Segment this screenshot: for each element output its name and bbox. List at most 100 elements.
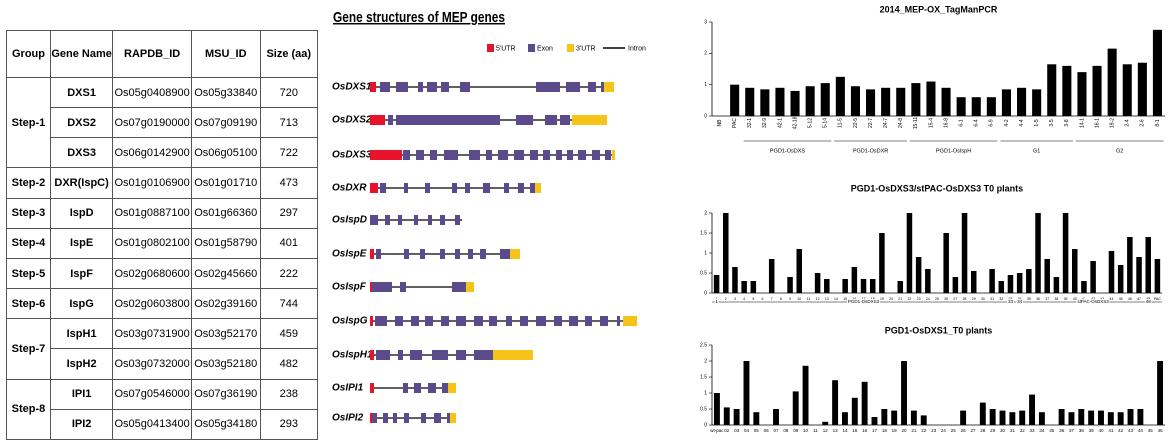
exon — [460, 82, 470, 92]
bar — [822, 421, 829, 425]
x-tick-label: 32 — [999, 297, 1003, 301]
bar — [1035, 213, 1041, 293]
exon — [370, 215, 378, 225]
x-tick-label: 29 — [972, 297, 976, 301]
x-tick-label: 11-5 — [838, 118, 844, 128]
exon — [403, 383, 408, 393]
bar — [1136, 257, 1142, 293]
x-tick-label: 24 — [941, 428, 947, 433]
x-tick-label: PAC — [1154, 297, 1161, 301]
gene-table: Group Gene Name RAPDB_ID MSU_ID Size (aa) Ste… — [6, 30, 319, 441]
x-tick-label: 15-11 — [913, 117, 919, 130]
exon — [500, 249, 510, 259]
utr — [535, 183, 541, 193]
x-tick-label: 41 — [1082, 297, 1086, 301]
exon — [420, 249, 425, 259]
y-tick-label: 1.5 — [700, 374, 707, 380]
x-tick-label: 18 — [882, 428, 888, 433]
bar — [881, 87, 891, 116]
x-tick-label: 24-8 — [898, 118, 904, 128]
exon — [428, 215, 432, 225]
bar — [896, 87, 906, 116]
bar — [1117, 412, 1124, 425]
exon — [398, 215, 402, 225]
bar — [1062, 65, 1072, 116]
group-label: stPAC-OsDXS3 — [1077, 299, 1109, 304]
table-cell: 473 — [259, 167, 319, 199]
utr — [493, 350, 533, 360]
exon — [447, 413, 450, 423]
group-label: 34 — [1017, 299, 1023, 304]
exon — [404, 183, 408, 193]
x-tick-label: NB — [717, 119, 723, 127]
chart-title: PGD1-OsDXS3/stPAC-OsDXS3 T0 plants — [851, 183, 1023, 193]
table-row: Step-2 DXR(IspC) Os01g0106900 Os01g01710 473 — [6, 167, 319, 199]
x-tick-label: 6-1 — [958, 119, 964, 126]
table-cell: Os06g05100 — [190, 137, 261, 169]
bar — [1081, 281, 1087, 293]
bar — [911, 83, 921, 116]
bar — [835, 76, 845, 116]
x-tick-label: 43 — [1128, 428, 1134, 433]
table-cell: IspG — [49, 288, 114, 320]
x-tick-label: 45 — [1119, 297, 1123, 301]
table-cell: Os06g0142900 — [112, 137, 192, 169]
utr — [623, 316, 637, 326]
exon — [600, 316, 608, 326]
table-row: Step-3 IspD Os01g0887100 Os01g66360 297 — [6, 197, 319, 229]
exon — [504, 183, 509, 193]
header-cell: Gene Name — [49, 30, 114, 78]
table-cell: 722 — [259, 137, 319, 169]
x-tick-label: 5-14 — [823, 118, 829, 128]
bar — [1088, 410, 1095, 425]
exon — [452, 183, 457, 193]
x-tick-label: 20 — [902, 428, 908, 433]
bar — [861, 381, 868, 425]
exon — [567, 150, 573, 160]
table-cell: 459 — [259, 318, 319, 350]
x-tick-label: 09 — [793, 428, 799, 433]
bar — [1053, 277, 1060, 293]
table-row: DXS2 Os07g0190000 Os07g09190 713 — [7, 107, 319, 139]
exon — [440, 215, 445, 225]
x-tick-label: 21 — [898, 297, 902, 301]
y-tick-label: 0 — [704, 290, 707, 296]
bar — [796, 249, 802, 293]
bar — [866, 89, 876, 116]
x-tick-label: 08 — [783, 428, 789, 433]
x-tick-label: wt-pac — [710, 428, 724, 433]
exon — [474, 316, 483, 326]
gene-label: OsDXS2 — [332, 115, 372, 126]
bar — [925, 269, 931, 293]
exon — [554, 316, 562, 326]
bar — [850, 86, 860, 116]
bar — [960, 410, 967, 425]
bar — [732, 267, 738, 293]
exon — [483, 183, 490, 193]
utr — [448, 383, 456, 393]
bar — [1154, 259, 1161, 293]
bar — [943, 233, 949, 293]
x-tick-label: 6-4 — [974, 119, 980, 126]
exon — [430, 150, 437, 160]
x-tick-label: 3-5 — [1049, 119, 1055, 126]
x-tick-label: 34 — [1018, 297, 1022, 301]
x-tick-label: 07 — [774, 428, 780, 433]
bar — [824, 279, 830, 293]
exon — [434, 413, 441, 423]
x-tick-label: 18 — [871, 297, 875, 301]
x-tick-label: 31 — [1010, 428, 1016, 433]
bar — [1152, 29, 1162, 116]
bar — [1137, 409, 1144, 425]
exon — [396, 82, 408, 92]
x-tick-label: 16-1 — [1094, 118, 1100, 128]
exon — [520, 316, 528, 326]
bar — [1062, 213, 1069, 293]
bar — [753, 412, 760, 425]
bar — [915, 257, 922, 293]
bar — [842, 279, 848, 293]
x-tick-label: 42-1 — [777, 118, 783, 128]
x-tick-label: 32 — [1020, 428, 1026, 433]
bar — [956, 97, 966, 116]
legend-swatch — [567, 44, 574, 52]
